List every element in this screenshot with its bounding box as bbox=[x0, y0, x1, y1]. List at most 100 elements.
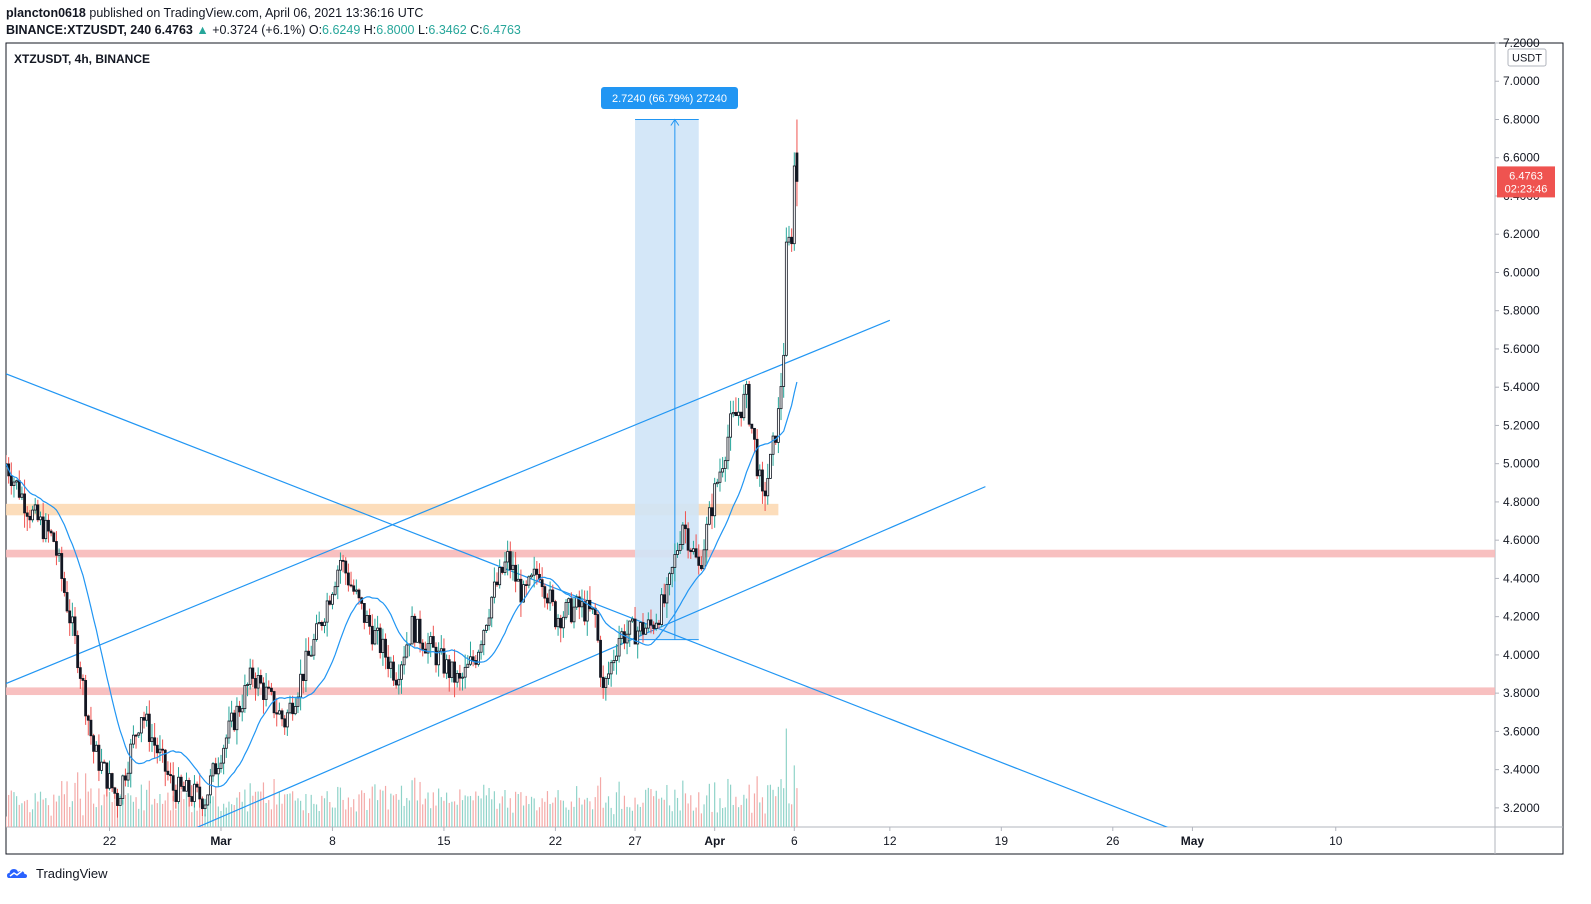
candle-body bbox=[203, 804, 207, 810]
candle-body bbox=[386, 656, 390, 669]
candle-body bbox=[235, 705, 239, 731]
candle bbox=[487, 608, 491, 631]
candle bbox=[206, 794, 210, 806]
candle-body bbox=[254, 678, 257, 689]
candle bbox=[601, 665, 605, 699]
candle bbox=[129, 738, 133, 788]
candle-body bbox=[628, 620, 632, 635]
candle-body bbox=[150, 737, 154, 742]
y-tick-label: 5.0000 bbox=[1503, 457, 1540, 471]
candle-body bbox=[31, 509, 34, 521]
candle-body bbox=[219, 762, 223, 769]
x-tick-label: 26 bbox=[1106, 834, 1120, 848]
candle-body bbox=[485, 624, 488, 631]
candle bbox=[36, 499, 40, 523]
candle bbox=[498, 559, 502, 589]
plot-area[interactable] bbox=[5, 118, 1495, 830]
candle bbox=[421, 639, 425, 657]
candle-body bbox=[410, 615, 414, 645]
candle-body bbox=[617, 637, 621, 657]
candle-body bbox=[147, 713, 151, 742]
candle bbox=[368, 608, 372, 635]
candle bbox=[543, 583, 547, 608]
price-axis[interactable]: 3.2000 3.4000 3.6000 3.8000 4.0000 4.2000 4.40… bbox=[1495, 36, 1540, 815]
candle bbox=[195, 781, 199, 793]
measure-box bbox=[635, 119, 699, 640]
candle-body bbox=[137, 732, 141, 736]
candle-body bbox=[76, 635, 80, 669]
candle-body bbox=[649, 619, 653, 626]
candle-body bbox=[264, 686, 268, 700]
candle bbox=[508, 541, 512, 579]
candle-body bbox=[78, 667, 82, 679]
candle-body bbox=[500, 567, 504, 573]
candle-body bbox=[370, 625, 374, 645]
candle-body bbox=[240, 708, 244, 713]
candle-body bbox=[389, 661, 393, 669]
candle-body bbox=[490, 596, 494, 619]
candle-body bbox=[707, 507, 711, 525]
candle-body bbox=[461, 676, 464, 679]
candle-body bbox=[437, 650, 441, 666]
candle bbox=[97, 734, 101, 782]
candle bbox=[753, 427, 756, 453]
candle-body bbox=[246, 684, 249, 686]
time-axis[interactable]: 22 Mar 8 15 22 27 Apr 6 12 19 26 May 10 bbox=[103, 827, 1343, 848]
candle-body bbox=[373, 630, 377, 645]
candle-body bbox=[70, 616, 74, 624]
candle-body bbox=[341, 559, 345, 562]
candle bbox=[453, 649, 456, 698]
candle bbox=[604, 676, 608, 701]
y-tick-label: 3.8000 bbox=[1503, 686, 1540, 700]
y-tick-label: 5.6000 bbox=[1503, 342, 1540, 356]
candle-body bbox=[262, 682, 265, 700]
tradingview-logo[interactable]: TradingView bbox=[6, 864, 108, 882]
candle-body bbox=[609, 662, 613, 675]
low-label: L: bbox=[417, 23, 429, 37]
candle-body bbox=[331, 593, 334, 605]
candle-body bbox=[47, 519, 50, 532]
candle-body bbox=[33, 504, 37, 511]
candle bbox=[593, 603, 597, 628]
candle bbox=[577, 590, 581, 620]
candle-body bbox=[585, 599, 589, 622]
tradingview-brand: TradingView bbox=[36, 865, 108, 881]
author-name[interactable]: plancton0618 bbox=[6, 6, 86, 20]
candle-body bbox=[540, 579, 544, 588]
candle bbox=[60, 546, 64, 592]
candle bbox=[750, 423, 754, 434]
candle bbox=[415, 618, 419, 643]
candle bbox=[516, 564, 520, 582]
candle bbox=[654, 613, 658, 631]
candle-body bbox=[275, 712, 279, 715]
candle-body bbox=[12, 481, 16, 486]
candle-body bbox=[692, 548, 695, 553]
candle-body bbox=[102, 761, 106, 764]
candle-body bbox=[779, 386, 783, 410]
candle bbox=[94, 741, 98, 752]
candle bbox=[763, 481, 767, 511]
candle bbox=[15, 479, 19, 490]
candle bbox=[185, 772, 188, 792]
candle bbox=[132, 725, 135, 749]
candle-body bbox=[323, 621, 326, 627]
candle-body bbox=[243, 684, 247, 710]
unit-badge[interactable]: USDT bbox=[1507, 48, 1547, 67]
candle bbox=[65, 581, 69, 613]
candle-body bbox=[108, 773, 111, 789]
candle-body bbox=[92, 735, 95, 752]
candle-body bbox=[599, 639, 602, 678]
candle-body bbox=[431, 636, 435, 648]
candle bbox=[652, 621, 656, 635]
candle-body bbox=[68, 610, 72, 624]
candle bbox=[729, 400, 732, 451]
candle-body bbox=[60, 553, 64, 579]
candle-body bbox=[479, 644, 483, 653]
candle bbox=[400, 661, 403, 694]
candle-body bbox=[455, 673, 459, 683]
candle-body bbox=[524, 584, 528, 586]
candle-body bbox=[174, 789, 178, 802]
candle bbox=[147, 700, 151, 752]
candle-body bbox=[413, 615, 417, 643]
